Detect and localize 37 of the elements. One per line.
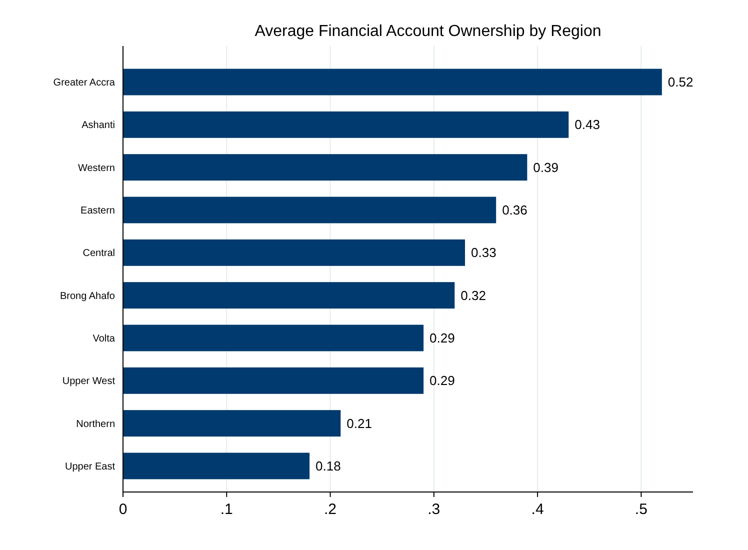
bar [123,324,424,352]
x-tick-label: .1 [220,501,233,518]
y-tick-label: Ashanti [82,120,115,132]
data-label: 0.29 [430,373,455,388]
x-tick-label: 0 [118,501,128,518]
x-tick-label: .5 [634,501,648,518]
data-label: 0.21 [346,416,372,431]
bar [123,154,528,181]
data-label: 0.32 [460,288,486,303]
y-tick-label: Greater Accra [53,78,116,89]
y-tick-label: Brong Ahafo [60,290,116,302]
data-label: 0.29 [430,330,455,346]
y-tick-label: Eastern [80,206,115,217]
x-tick-label: .4 [531,501,544,518]
x-tick-label: .2 [324,501,337,518]
bar [123,367,424,394]
bar [123,239,465,266]
bar [123,282,455,309]
data-label: 0.33 [471,245,496,260]
y-tick-label: Northern [76,418,115,430]
data-label: 0.43 [574,117,600,132]
bar [123,68,662,96]
data-label: 0.18 [316,458,341,474]
data-label: 0.52 [668,74,694,90]
bar [123,410,341,437]
y-tick-label: Upper East [64,461,116,472]
chart-title: Average Financial Account Ownership by Region [254,23,602,40]
bar [123,111,569,138]
y-tick-label: Upper West [62,376,116,388]
bar [123,196,496,224]
x-tick-label: .3 [428,501,440,518]
y-tick-label: Western [78,162,115,174]
y-tick-label: Volta [92,333,116,344]
data-label: 0.36 [502,202,528,218]
data-label: 0.39 [533,160,558,175]
y-tick-label: Central [82,248,115,260]
bar [123,452,310,480]
